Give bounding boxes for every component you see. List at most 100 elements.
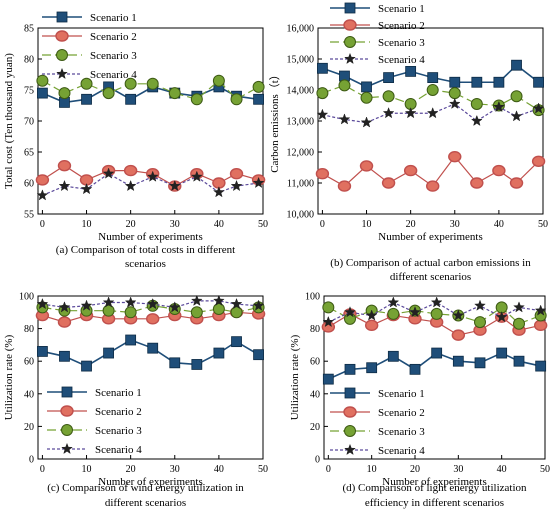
data-point-s3 <box>124 77 137 90</box>
y-tick-label: 60 <box>24 179 34 190</box>
data-point-s3 <box>470 97 483 110</box>
data-point-s4 <box>470 114 483 127</box>
data-point-s2 <box>451 329 466 341</box>
data-point-s1 <box>409 363 421 375</box>
y-axis-label: Utilization rate (%) <box>289 334 301 420</box>
legend-marker <box>344 443 356 456</box>
x-tick-label: 30 <box>450 219 460 230</box>
data-point-s3 <box>426 84 439 96</box>
x-tick-label: 20 <box>410 464 420 475</box>
legend-label: Scenario 2 <box>90 31 137 43</box>
data-point-s3 <box>102 304 115 317</box>
x-tick-label: 20 <box>126 219 136 230</box>
chart-panel-2: 0 10 20 30 40 50 0 20 40 60 80 100 Number of experim… <box>3 292 268 510</box>
data-point-s2 <box>123 164 138 177</box>
x-tick-label: 10 <box>362 219 372 230</box>
data-point-s3 <box>124 306 137 319</box>
y-tick-label: 20 <box>24 422 34 433</box>
chart-caption: different scenarios <box>390 271 471 283</box>
y-tick-label: 85 <box>24 24 34 35</box>
data-point-s3 <box>448 87 461 100</box>
series-line-3 <box>328 306 541 325</box>
data-point-s1 <box>383 72 394 83</box>
x-tick-label: 0 <box>40 219 45 230</box>
y-axis-label: Carbon emissions（t） <box>268 69 281 173</box>
y-axis-label: Utilization rate (%) <box>3 334 15 420</box>
x-tick-label: 50 <box>258 219 268 230</box>
data-point-s1 <box>253 349 264 361</box>
data-point-s4 <box>36 297 49 310</box>
legend-label: Scenario 3 <box>90 50 137 62</box>
x-tick-label: 20 <box>126 464 136 475</box>
legend-label: Scenario 1 <box>95 387 142 399</box>
legend-marker <box>344 2 356 14</box>
y-tick-label: 60 <box>310 357 320 368</box>
data-point-s4 <box>124 296 137 308</box>
chart-panel-3: 0 10 20 30 40 50 0 20 40 60 80 100 Number of experim… <box>289 292 550 510</box>
data-point-s1 <box>125 334 137 346</box>
y-tick-label: 100 <box>19 292 34 303</box>
data-point-s2 <box>381 177 396 189</box>
x-tick-label: 50 <box>540 464 550 475</box>
legend-marker <box>344 425 356 437</box>
data-point-s3 <box>146 77 159 90</box>
data-point-s4 <box>168 301 181 313</box>
data-point-s1 <box>511 59 522 71</box>
data-point-s1 <box>405 66 417 77</box>
data-point-s2 <box>57 316 72 328</box>
data-point-s4 <box>212 186 225 198</box>
data-point-s1 <box>427 72 439 83</box>
legend-label: Scenario 4 <box>378 54 425 66</box>
legend-label: Scenario 4 <box>378 445 425 457</box>
x-tick-label: 0 <box>40 464 45 475</box>
data-point-s4 <box>474 299 486 311</box>
x-tick-label: 50 <box>258 464 268 475</box>
x-tick-label: 30 <box>453 464 463 475</box>
legend-marker <box>344 36 356 48</box>
data-point-s1 <box>387 350 399 362</box>
data-point-s4 <box>430 296 443 308</box>
data-point-s1 <box>125 93 137 105</box>
legend-marker <box>60 405 74 417</box>
data-point-s4 <box>190 170 203 182</box>
data-point-s4 <box>146 170 159 182</box>
legend-marker <box>61 386 73 398</box>
y-tick-label: 15,000 <box>287 55 315 66</box>
legend-marker <box>343 19 357 31</box>
data-point-s4 <box>495 310 508 323</box>
data-point-s1 <box>253 93 264 105</box>
data-point-s4 <box>58 179 71 192</box>
x-axis-label: Number of experiments <box>98 476 202 488</box>
data-point-s1 <box>81 360 92 372</box>
x-tick-label: 50 <box>538 219 548 230</box>
x-tick-label: 0 <box>326 464 331 475</box>
data-point-s4 <box>36 189 49 201</box>
data-point-s4 <box>338 113 351 125</box>
y-tick-label: 10,000 <box>287 210 315 221</box>
plot-frame <box>37 27 264 215</box>
legend-marker <box>56 67 68 80</box>
data-point-s1 <box>431 347 443 359</box>
data-point-s3 <box>168 87 181 100</box>
chart-panel-1: 0 10 20 30 40 50 10,000 11,000 12,000 13,000 14,00… <box>268 2 548 283</box>
data-point-s2 <box>57 159 72 172</box>
data-point-s4 <box>322 315 335 328</box>
data-point-s4 <box>426 107 439 119</box>
y-tick-label: 80 <box>310 324 320 335</box>
legend-label: Scenario 2 <box>95 406 142 418</box>
y-tick-label: 20 <box>310 422 320 433</box>
data-point-s3 <box>430 307 443 320</box>
data-point-s4 <box>212 294 225 306</box>
chart-caption: different scenarios <box>105 497 186 509</box>
data-point-s3 <box>360 91 373 104</box>
data-point-s2 <box>470 177 484 189</box>
legend-marker <box>343 406 357 418</box>
data-point-s1 <box>471 76 483 88</box>
data-point-s3 <box>338 79 351 92</box>
legend-marker <box>344 387 356 399</box>
data-point-s2 <box>359 160 374 172</box>
x-tick-label: 10 <box>82 219 92 230</box>
data-point-s3 <box>190 93 203 106</box>
chart-caption: (d) Comparison of light energy utilizati… <box>342 482 527 494</box>
legend-marker <box>55 30 69 42</box>
